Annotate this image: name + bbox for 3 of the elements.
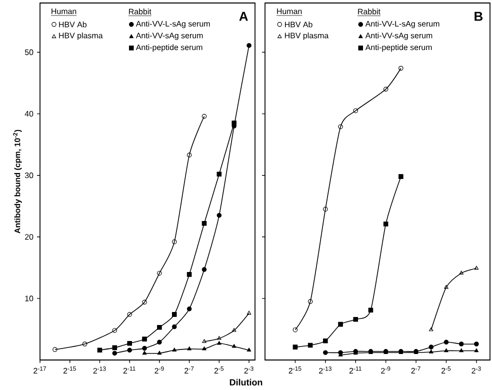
text: B	[474, 12, 483, 21]
x-axis-title: Dilution	[230, 378, 262, 386]
text: A	[239, 12, 248, 21]
